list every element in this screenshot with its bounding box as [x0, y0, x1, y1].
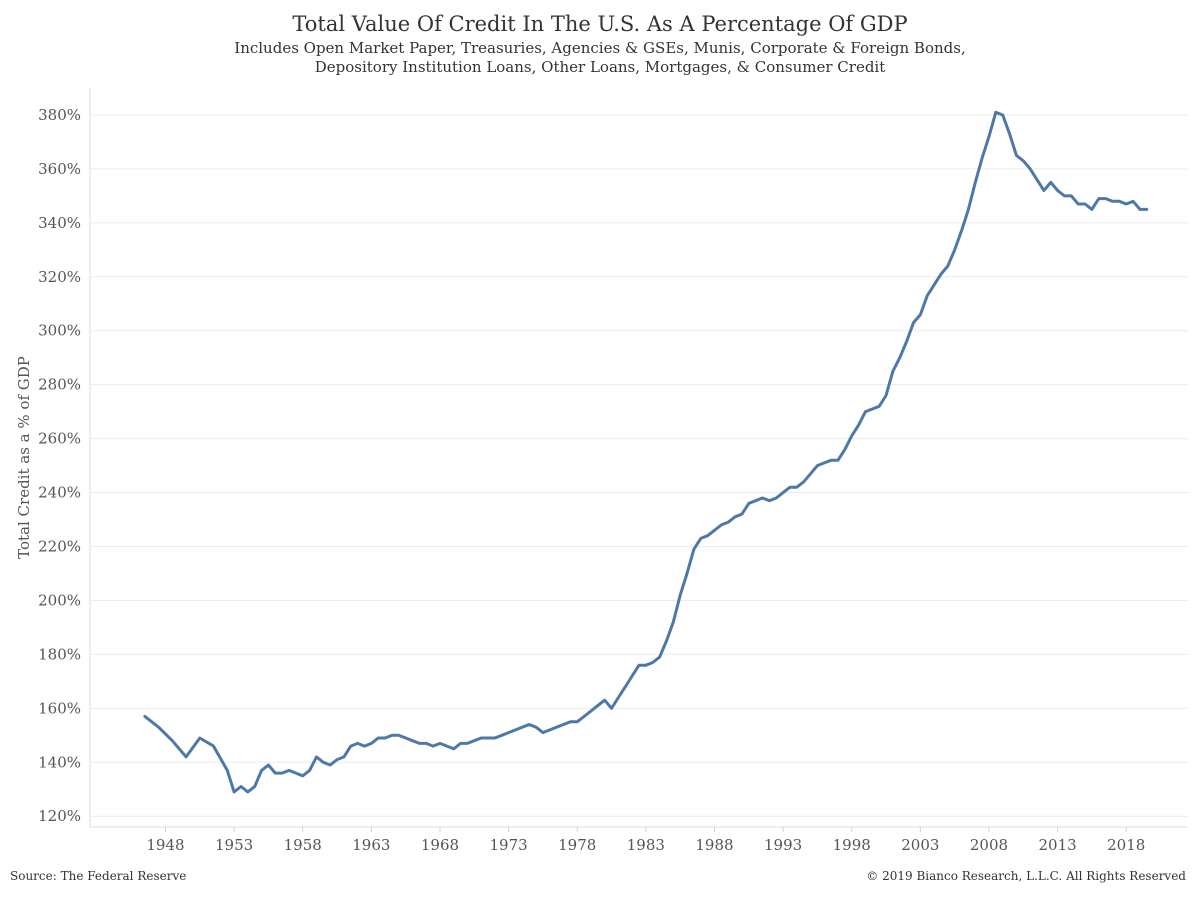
- x-tick-label: 1998: [833, 836, 871, 854]
- x-tick-label: 1978: [558, 836, 596, 854]
- y-tick-label: 300%: [38, 322, 81, 340]
- y-tick-label: 260%: [38, 430, 81, 448]
- y-tick-label: 140%: [38, 753, 81, 771]
- y-tick-label: 320%: [38, 268, 81, 286]
- x-tick-label: 1988: [695, 836, 733, 854]
- y-tick-label: 200%: [38, 591, 81, 609]
- y-tick-label: 340%: [38, 214, 81, 232]
- chart-title: Total Value Of Credit In The U.S. As A P…: [292, 12, 908, 36]
- chart-subtitle-line-2: Depository Institution Loans, Other Loan…: [314, 58, 886, 76]
- y-axis-ticks: 120% 140% 160% 180% 200% 220% 240% 260% 280% 300%…: [38, 106, 81, 825]
- x-tick-label: 1953: [215, 836, 253, 854]
- y-tick-label: 280%: [38, 376, 81, 394]
- y-axis-label: Total Credit as a % of GDP: [15, 356, 33, 559]
- x-tick-label: 2003: [901, 836, 939, 854]
- x-tick-label: 2008: [970, 836, 1008, 854]
- source-note: Source: The Federal Reserve: [10, 869, 187, 883]
- copyright-note: © 2019 Bianco Research, L.L.C. All Right…: [866, 869, 1186, 883]
- x-tick-label: 2018: [1107, 836, 1145, 854]
- y-tick-label: 240%: [38, 484, 81, 502]
- x-tick-label: 1948: [146, 836, 184, 854]
- y-tick-label: 380%: [38, 106, 81, 124]
- series-line: [143, 110, 1149, 794]
- y-tick-label: 120%: [38, 807, 81, 825]
- x-tick-label: 1983: [627, 836, 665, 854]
- x-tick-label: 1968: [421, 836, 459, 854]
- y-tick-label: 180%: [38, 645, 81, 663]
- chart-subtitle-line-1: Includes Open Market Paper, Treasuries, …: [234, 39, 966, 57]
- x-tick-label: 2013: [1039, 836, 1077, 854]
- y-tick-label: 160%: [38, 699, 81, 717]
- x-axis-ticks: 1948 1953 1958 1963 1968 1973 1978 1983 1988 1993…: [146, 827, 1145, 854]
- x-tick-label: 1963: [352, 836, 390, 854]
- x-tick-label: 1993: [764, 836, 802, 854]
- gridlines: [90, 114, 1188, 817]
- y-tick-label: 360%: [38, 160, 81, 178]
- x-tick-label: 1973: [490, 836, 528, 854]
- x-tick-label: 1958: [284, 836, 322, 854]
- y-tick-label: 220%: [38, 538, 81, 556]
